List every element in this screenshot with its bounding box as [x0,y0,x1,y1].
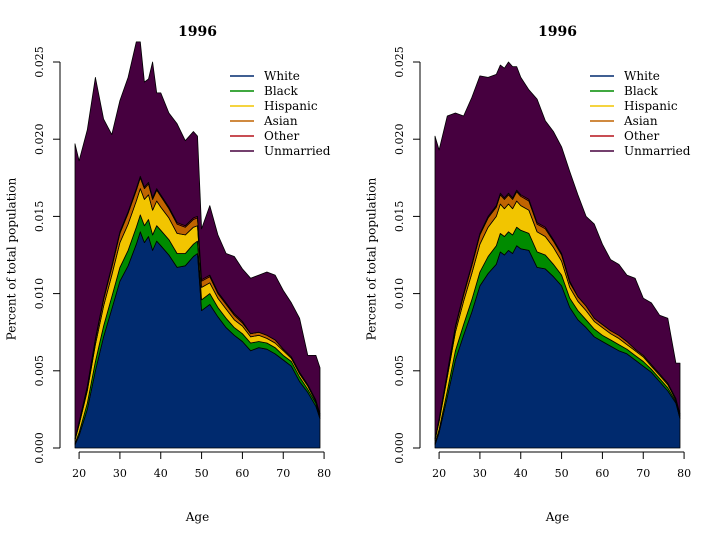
area-unmarried [74,41,321,440]
x-tick-label: 60 [235,467,249,480]
legend-label-hispanic: Hispanic [264,99,318,113]
legend-label-black: Black [624,84,659,98]
chart-panel-1: 1996 20 30 40 50 60 70 80 0.000 0.005 0.010 0.015 0.… [5,24,332,524]
legend-label-black: Black [264,84,299,98]
chart-panel-2: 1996 20 30 40 50 60 70 80 0.000 0.005 0.010 0.015 0.… [365,24,692,524]
chart-title: 1996 [538,24,577,40]
legend-label-white: White [624,69,660,83]
y-tick-label: 0.025 [33,46,46,78]
x-tick-label: 30 [473,467,487,480]
x-tick-label: 20 [72,467,86,480]
y-tick-label: 0.025 [393,46,406,78]
y-tick-label: 0.005 [33,355,46,387]
y-tick-label: 0.015 [393,201,406,233]
y-tick-label: 0.000 [33,432,46,464]
x-tick-label: 60 [595,467,609,480]
y-tick-label: 0.005 [393,355,406,387]
y-tick-label: 0.015 [33,201,46,233]
x-tick-label: 70 [636,467,650,480]
y-axis-label: Percent of total population [5,177,19,340]
legend-label-unmarried: Unmarried [264,144,331,158]
x-tick-label: 70 [276,467,290,480]
x-tick-label: 30 [113,467,127,480]
y-tick-label: 0.020 [393,123,406,155]
x-axis-label: Age [545,510,569,524]
x-tick-label: 50 [555,467,569,480]
y-tick-label: 0.010 [33,278,46,310]
y-tick-label: 0.020 [33,123,46,155]
x-tick-label: 50 [195,467,209,480]
y-axis-label: Percent of total population [365,177,379,340]
x-tick-label: 40 [154,467,168,480]
x-tick-label: 40 [514,467,528,480]
x-axis-label: Age [185,510,209,524]
chart-title: 1996 [178,24,217,40]
legend-label-other: Other [624,129,659,143]
x-tick-label: 80 [677,467,691,480]
legend-label-white: White [264,69,300,83]
legend-label-hispanic: Hispanic [624,99,678,113]
x-tick-label: 80 [317,467,331,480]
legend-label-asian: Asian [263,114,298,128]
legend-label-asian: Asian [623,114,658,128]
y-tick-label: 0.000 [393,432,406,464]
legend-label-other: Other [264,129,299,143]
legend-label-unmarried: Unmarried [624,144,691,158]
y-tick-label: 0.010 [393,278,406,310]
x-tick-label: 20 [432,467,446,480]
area-unmarried [434,61,681,440]
